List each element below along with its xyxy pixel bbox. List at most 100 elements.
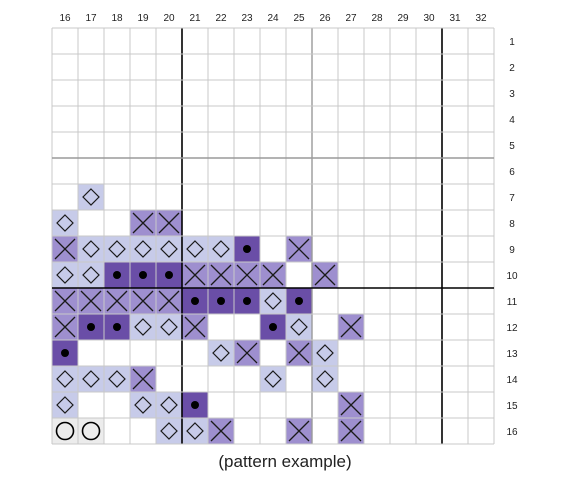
grid-lines bbox=[51, 27, 495, 445]
column-label: 20 bbox=[163, 13, 175, 24]
stitch-cell bbox=[338, 314, 364, 340]
stitch-cell bbox=[182, 418, 208, 444]
stitch-cell bbox=[78, 366, 104, 392]
x-symbol bbox=[288, 420, 310, 442]
x-symbol bbox=[340, 420, 362, 442]
diamond-symbol bbox=[56, 214, 74, 232]
stitch-cell bbox=[52, 236, 78, 262]
diamond-symbol bbox=[56, 266, 74, 284]
stitch-cell bbox=[234, 340, 260, 366]
cell-fill bbox=[104, 366, 130, 392]
column-label: 27 bbox=[345, 13, 357, 24]
row-label: 5 bbox=[509, 141, 515, 152]
cell-fill bbox=[208, 236, 234, 262]
x-symbol bbox=[340, 394, 362, 416]
cell-fill bbox=[312, 340, 338, 366]
x-symbol bbox=[210, 420, 232, 442]
x-symbol bbox=[314, 264, 336, 286]
stitch-cell bbox=[312, 340, 338, 366]
column-label: 21 bbox=[189, 13, 201, 24]
diamond-symbol bbox=[82, 188, 100, 206]
dot-symbol bbox=[113, 323, 121, 331]
cell-fill bbox=[78, 236, 104, 262]
cell-fill bbox=[182, 236, 208, 262]
diamond-symbol bbox=[134, 396, 152, 414]
stitch-cell bbox=[286, 236, 312, 262]
row-label: 3 bbox=[509, 89, 515, 100]
stitch-cell bbox=[52, 366, 78, 392]
stitch-cell bbox=[182, 288, 208, 314]
cell-fill bbox=[130, 236, 156, 262]
dot-symbol bbox=[243, 297, 251, 305]
diamond-symbol bbox=[134, 318, 152, 336]
stitch-cell bbox=[208, 340, 234, 366]
circle-symbol bbox=[81, 421, 101, 441]
column-label: 24 bbox=[267, 13, 279, 24]
stitch-cell bbox=[234, 262, 260, 288]
x-symbol bbox=[106, 290, 128, 312]
diamond-symbol bbox=[186, 422, 204, 440]
cell-fill bbox=[156, 236, 182, 262]
row-label: 9 bbox=[509, 245, 515, 256]
circle-symbol bbox=[55, 421, 75, 441]
dot-symbol bbox=[191, 401, 199, 409]
row-label: 14 bbox=[506, 375, 518, 386]
row-label: 4 bbox=[509, 115, 515, 126]
stitch-cell bbox=[78, 184, 104, 210]
stitch-cell bbox=[182, 392, 208, 418]
cell-fill bbox=[182, 418, 208, 444]
x-symbol bbox=[54, 316, 76, 338]
stitch-cell bbox=[156, 236, 182, 262]
stitch-cell bbox=[260, 288, 286, 314]
row-label: 13 bbox=[506, 349, 518, 360]
row-label: 7 bbox=[509, 193, 515, 204]
column-label: 22 bbox=[215, 13, 227, 24]
stitch-cell bbox=[312, 366, 338, 392]
stitch-cell bbox=[234, 288, 260, 314]
stitch-cell bbox=[78, 262, 104, 288]
x-symbol bbox=[288, 238, 310, 260]
column-label: 30 bbox=[423, 13, 435, 24]
x-symbol bbox=[236, 264, 258, 286]
stitch-cell bbox=[78, 418, 104, 444]
diamond-symbol bbox=[82, 266, 100, 284]
cell-fill bbox=[130, 314, 156, 340]
cell-fill bbox=[52, 262, 78, 288]
row-label: 12 bbox=[506, 323, 518, 334]
dot-symbol bbox=[217, 297, 225, 305]
column-label: 31 bbox=[449, 13, 461, 24]
cell-fill bbox=[156, 418, 182, 444]
pattern-chart: 16 17 18 19 20 21 22 23 24 25 26 27 28 29 30 31 32 12345… bbox=[51, 13, 518, 445]
diamond-symbol bbox=[134, 240, 152, 258]
dot-symbol bbox=[243, 245, 251, 253]
x-symbol bbox=[54, 290, 76, 312]
row-label: 16 bbox=[506, 427, 518, 438]
stitch-cell bbox=[286, 314, 312, 340]
stitch-cell bbox=[104, 366, 130, 392]
stitch-cell bbox=[260, 262, 286, 288]
stitch-cell bbox=[104, 236, 130, 262]
stitch-cell bbox=[156, 418, 182, 444]
stitch-cell bbox=[104, 288, 130, 314]
cell-fill bbox=[130, 392, 156, 418]
dot-symbol bbox=[61, 349, 69, 357]
stitch-cell bbox=[208, 418, 234, 444]
cell-fill bbox=[260, 288, 286, 314]
cell-fill bbox=[52, 392, 78, 418]
diamond-symbol bbox=[56, 396, 74, 414]
diamond-symbol bbox=[186, 240, 204, 258]
stitch-cell bbox=[130, 314, 156, 340]
x-symbol bbox=[132, 290, 154, 312]
stitch-cell bbox=[52, 314, 78, 340]
row-label: 6 bbox=[509, 167, 515, 178]
stitch-cell bbox=[130, 262, 156, 288]
column-label: 32 bbox=[475, 13, 487, 24]
column-label: 25 bbox=[293, 13, 305, 24]
dot-symbol bbox=[269, 323, 277, 331]
stitch-cell bbox=[78, 236, 104, 262]
stitch-cell bbox=[234, 236, 260, 262]
row-label: 8 bbox=[509, 219, 515, 230]
stitch-cell bbox=[78, 288, 104, 314]
stitch-cell bbox=[338, 392, 364, 418]
row-label: 15 bbox=[506, 401, 518, 412]
